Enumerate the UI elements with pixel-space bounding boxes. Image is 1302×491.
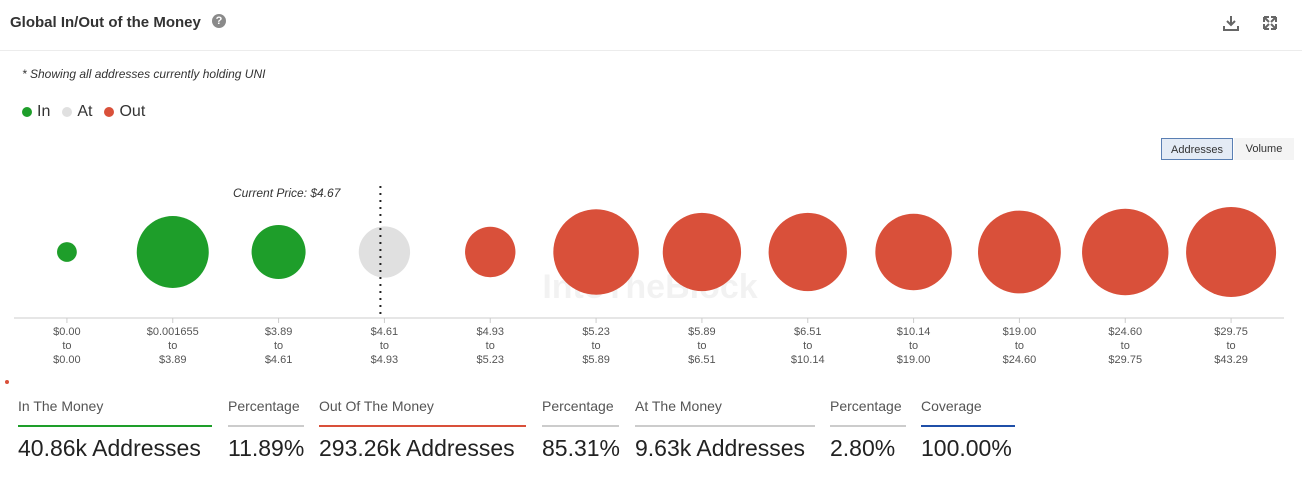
x-tick-label: to — [1121, 340, 1130, 352]
bubble-out — [875, 213, 952, 291]
holdings-note: * Showing all addresses currently holdin… — [22, 67, 266, 81]
addresses-toggle-button[interactable]: Addresses — [1161, 138, 1233, 160]
x-tick-label: $19.00 — [897, 354, 931, 366]
bubble-out — [553, 209, 639, 295]
stat-value: 2.80% — [830, 435, 896, 461]
help-icon[interactable]: ? — [212, 14, 226, 28]
x-tick-label: to — [803, 340, 812, 352]
stat-at-the-money: At The Money 9.63k Addresses — [635, 398, 815, 462]
x-tick-label: $10.14 — [791, 354, 825, 366]
bubble-out — [768, 212, 847, 292]
volume-toggle-button[interactable]: Volume — [1234, 138, 1294, 160]
legend-label-at: At — [77, 103, 93, 120]
x-tick-label: $10.14 — [897, 326, 931, 338]
bubble-out — [662, 212, 742, 292]
x-tick-label: $3.89 — [265, 326, 293, 338]
fullscreen-icon[interactable] — [1260, 13, 1280, 33]
x-tick-label: to — [380, 340, 389, 352]
stat-label: Percentage — [228, 398, 304, 427]
stat-out-of-the-money: Out Of The Money 293.26k Addresses — [319, 398, 526, 462]
x-tick-label: to — [62, 340, 71, 352]
stat-value: 100.00% — [921, 435, 1012, 461]
chart-legend: In At Out — [22, 103, 145, 121]
stat-value: 85.31% — [542, 435, 621, 461]
legend-dot-in — [22, 107, 32, 117]
stat-value: 11.89% — [228, 435, 305, 461]
x-tick-label: $5.23 — [476, 354, 504, 366]
legend-dot-out — [104, 107, 115, 117]
x-tick-label: $4.61 — [265, 354, 293, 366]
bubble-out — [1082, 208, 1169, 296]
x-tick-label: to — [168, 340, 177, 352]
legend-item-at[interactable]: At — [62, 103, 92, 121]
indicator-dot — [5, 380, 9, 384]
x-tick-label: $29.75 — [1214, 326, 1248, 338]
x-tick-label: to — [1226, 340, 1235, 352]
stat-label: At The Money — [635, 398, 815, 427]
bubble-out — [1186, 207, 1277, 297]
stat-out-percentage: Percentage 85.31% — [542, 398, 621, 462]
x-tick-label: $29.75 — [1108, 354, 1142, 366]
stat-label: Out Of The Money — [319, 398, 526, 427]
bubble-at — [358, 226, 411, 278]
x-tick-label: $19.00 — [1003, 326, 1037, 338]
stat-label: Percentage — [830, 398, 906, 427]
x-tick-label: $6.51 — [688, 354, 716, 366]
widget-header: Global In/Out of the Money ? — [0, 0, 1302, 51]
x-tick-label: $43.29 — [1214, 354, 1248, 366]
x-tick-label: $24.60 — [1003, 354, 1037, 366]
stat-in-the-money: In The Money 40.86k Addresses — [18, 398, 212, 462]
legend-label-out: Out — [119, 103, 146, 120]
x-tick-label: $24.60 — [1108, 326, 1142, 338]
bubble-in — [57, 242, 77, 262]
stat-in-percentage: Percentage 11.89% — [228, 398, 304, 462]
stat-label: In The Money — [18, 398, 212, 427]
bubble-chart: IntoTheBlock$0.00to$0.00$0.001655to$3.89… — [14, 186, 1284, 366]
x-tick-label: $6.51 — [794, 326, 822, 338]
widget-title: Global In/Out of the Money — [10, 14, 201, 31]
x-tick-label: to — [274, 340, 283, 352]
legend-item-out[interactable]: Out — [104, 103, 145, 121]
x-tick-label: to — [909, 340, 918, 352]
download-icon[interactable] — [1221, 13, 1241, 33]
stat-label: Percentage — [542, 398, 619, 427]
x-tick-label: $0.00 — [53, 354, 81, 366]
x-tick-label: to — [1015, 340, 1024, 352]
x-tick-label: $0.00 — [53, 326, 81, 338]
stat-value: 9.63k Addresses — [635, 435, 806, 461]
x-tick-label: to — [486, 340, 495, 352]
stat-value: 293.26k Addresses — [319, 435, 515, 461]
legend-label-in: In — [37, 103, 51, 120]
x-tick-label: $3.89 — [159, 354, 187, 366]
x-tick-label: $4.93 — [371, 354, 399, 366]
x-tick-label: $5.89 — [688, 326, 716, 338]
x-tick-label: $5.89 — [582, 354, 610, 366]
x-tick-label: $0.001655 — [147, 326, 199, 338]
x-tick-label: $4.61 — [371, 326, 399, 338]
x-tick-label: to — [591, 340, 600, 352]
legend-dot-at — [62, 107, 73, 117]
x-tick-label: to — [697, 340, 706, 352]
bubble-in — [136, 216, 209, 288]
bubble-out — [465, 226, 516, 278]
current-price-label: Current Price: $4.67 — [233, 186, 342, 200]
stat-coverage: Coverage 100.00% — [921, 398, 1015, 462]
bubble-out — [978, 210, 1061, 294]
stat-label: Coverage — [921, 398, 1015, 427]
legend-item-in[interactable]: In — [22, 103, 50, 121]
x-tick-label: $5.23 — [582, 326, 610, 338]
stat-at-percentage: Percentage 2.80% — [830, 398, 906, 462]
bubble-in — [251, 225, 306, 279]
stat-value: 40.86k Addresses — [18, 435, 201, 461]
x-tick-label: $4.93 — [476, 326, 504, 338]
